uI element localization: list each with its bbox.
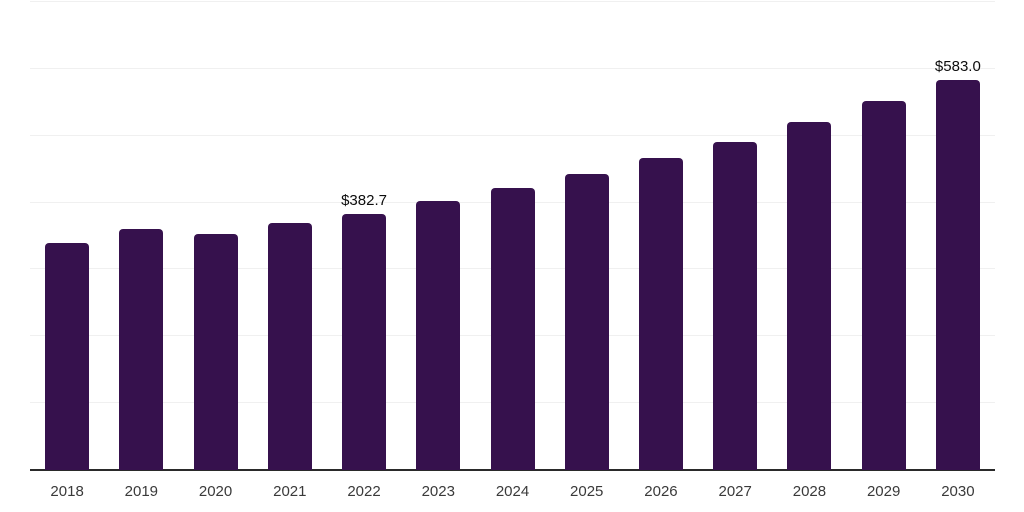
bar-2021 — [267, 223, 312, 470]
x-tick-label-2019: 2019 — [124, 483, 159, 500]
value-label-2022: $382.7 — [341, 192, 387, 210]
x-tick-label-2030: 2030 — [941, 483, 975, 500]
x-tick-label-2023: 2023 — [421, 483, 455, 500]
bar-2030 — [935, 80, 980, 470]
x-tick-label-2018: 2018 — [50, 483, 84, 500]
bar-2027 — [713, 142, 758, 470]
bar-2026 — [638, 157, 683, 470]
x-tick-label-2022: 2022 — [347, 483, 381, 500]
x-tick-label-2020: 2020 — [198, 483, 233, 500]
value-label-2030: $583.0 — [934, 58, 981, 76]
x-tick-label-2027: 2027 — [718, 483, 752, 500]
x-tick-label-2028: 2028 — [792, 483, 827, 500]
bar-2028 — [787, 122, 832, 470]
bar-2018 — [45, 242, 90, 470]
x-tick-label-2026: 2026 — [644, 483, 678, 500]
gridline-500 — [30, 134, 995, 136]
bar-2025 — [564, 173, 609, 470]
gridline-600 — [30, 67, 995, 69]
bar-2023 — [416, 200, 461, 470]
x-tick-label-2024: 2024 — [495, 483, 530, 500]
bar-2020 — [193, 234, 238, 470]
bar-2019 — [119, 229, 164, 470]
x-tick-label-2021: 2021 — [273, 483, 307, 500]
bar-2022 — [342, 214, 387, 470]
plot-area: $382.7 $583.0 — [30, 1, 995, 471]
bar-2024 — [490, 187, 535, 470]
x-tick-label-2025: 2025 — [570, 483, 604, 500]
gridline-700 — [30, 1, 995, 2]
x-axis: 2018 2019 2020 2021 2022 2023 2024 2025 2026 2027… — [30, 484, 995, 504]
x-tick-label-2029: 2029 — [866, 483, 901, 500]
bar-2029 — [861, 101, 906, 470]
x-axis-line — [30, 469, 995, 471]
